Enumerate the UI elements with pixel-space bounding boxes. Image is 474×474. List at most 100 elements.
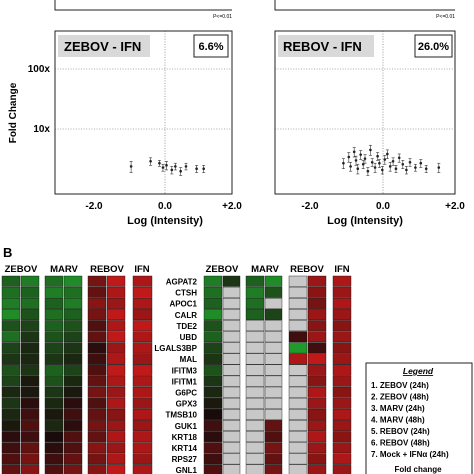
heatmap-cell — [20, 298, 40, 309]
top-frame-left — [54, 0, 232, 11]
heatmap-cell — [63, 364, 83, 376]
data-point — [129, 161, 133, 173]
heatmap-cell — [87, 420, 107, 431]
group-header: ZEBOV — [206, 264, 239, 275]
heatmap-cell — [87, 397, 107, 409]
group-header: IFN — [334, 264, 349, 275]
heatmap-cell — [307, 431, 327, 443]
heatmap-cell — [132, 353, 153, 365]
gene-label: AGPAT2 — [166, 278, 198, 287]
heatmap-cell — [222, 364, 241, 376]
data-point — [184, 162, 188, 171]
heatmap-cell — [106, 364, 126, 376]
group-header: ZEBOV — [5, 264, 38, 275]
data-point — [349, 161, 353, 172]
heatmap-cell — [264, 353, 283, 365]
heatmap-cell — [203, 298, 223, 309]
heatmap-cell — [44, 386, 64, 398]
data-point — [149, 157, 153, 166]
heatmap-cell — [245, 431, 265, 443]
heatmap-cell — [132, 431, 153, 443]
x-tick-pos2: +2.0 — [445, 201, 465, 212]
heatmap-cell — [307, 353, 327, 365]
gene-label: TMSB10 — [165, 411, 197, 420]
heatmap-cell — [132, 309, 153, 320]
heatmap-cell — [332, 298, 352, 309]
data-point — [363, 154, 367, 164]
heatmap-cell — [106, 342, 126, 354]
heatmap-cell — [332, 453, 352, 465]
heatmap-cell — [288, 331, 308, 343]
heatmap-cell — [307, 420, 327, 431]
heatmap-cell — [132, 320, 153, 332]
heatmap-cell — [106, 353, 126, 365]
heatmap-cell — [1, 320, 21, 332]
heatmap-cell — [264, 331, 283, 343]
data-point — [394, 165, 398, 173]
heatmap-cell — [20, 464, 40, 474]
heatmap-cell — [222, 320, 241, 332]
heatmap-cell — [20, 386, 40, 398]
heatmap-cell — [203, 442, 223, 454]
heatmap-cell — [264, 364, 283, 376]
heatmap-headers-left: ZEBOV MARV REBOV IFN — [5, 264, 150, 275]
heatmap-cell — [44, 464, 64, 474]
heatmap-cell — [63, 386, 83, 398]
heatmap-cell — [132, 375, 153, 387]
data-point — [419, 159, 423, 168]
data-point — [361, 160, 365, 170]
heatmap-cell — [222, 375, 241, 387]
heatmap-cell — [1, 275, 21, 287]
heatmap-cell — [106, 420, 126, 431]
heatmap-cell — [307, 364, 327, 376]
heatmap-cell — [264, 375, 283, 387]
pval-label-left: P<=0.01 — [213, 14, 232, 20]
heatmap-cell — [307, 453, 327, 465]
heatmap-cell — [20, 409, 40, 420]
heatmap-cell — [307, 409, 327, 420]
heatmap-cell — [264, 286, 283, 298]
legend-item: 5. REBOV (24h) — [371, 427, 430, 436]
panel-b: B ZEBOV MARV REBOV IFN ZEBOV MARV REBOV IFN AG… — [1, 245, 473, 474]
plot-frame — [54, 30, 233, 195]
heatmap-cell — [1, 453, 21, 465]
gene-label: IFITM3 — [172, 366, 198, 375]
heatmap-cell — [63, 431, 83, 443]
heatmap-cell — [264, 275, 283, 287]
heatmap-cell — [203, 275, 223, 287]
heatmap-cell — [203, 431, 223, 443]
heatmap-cell — [264, 397, 283, 409]
x-tick-neg2: -2.0 — [301, 201, 319, 212]
data-point — [359, 150, 363, 160]
heatmap-cell — [288, 353, 308, 365]
gene-label: GPX3 — [176, 400, 198, 409]
heatmap-cell — [1, 386, 21, 398]
heatmap-cell — [332, 464, 352, 474]
heatmap-cell — [132, 386, 153, 398]
heatmap-cell — [264, 442, 283, 454]
pval-label-right: P<=0.01 — [436, 14, 455, 20]
heatmap-cell — [132, 442, 153, 454]
heatmap-cell — [307, 375, 327, 387]
heatmap-cell — [44, 353, 64, 365]
heatmap-cell — [20, 309, 40, 320]
heatmap-cell — [264, 342, 283, 354]
data-point — [424, 165, 428, 173]
heatmap-cell — [87, 464, 107, 474]
gene-label: TDE2 — [177, 322, 198, 331]
heatmap-cell — [222, 298, 241, 309]
heatmap-cell — [44, 298, 64, 309]
heatmap-cell — [87, 320, 107, 332]
panel-title-box — [278, 35, 374, 57]
data-point — [377, 159, 381, 168]
heatmap-cell — [222, 453, 241, 465]
heatmap-cell — [245, 364, 265, 376]
panel-title-box — [58, 35, 150, 57]
heatmap-cell — [63, 286, 83, 298]
group-header: MARV — [251, 264, 279, 275]
heatmap-cell — [106, 453, 126, 465]
heatmap-cell — [245, 453, 265, 465]
legend-footer: Fold change — [394, 465, 442, 474]
heatmap-cell — [20, 420, 40, 431]
heatmap-cell — [106, 409, 126, 420]
